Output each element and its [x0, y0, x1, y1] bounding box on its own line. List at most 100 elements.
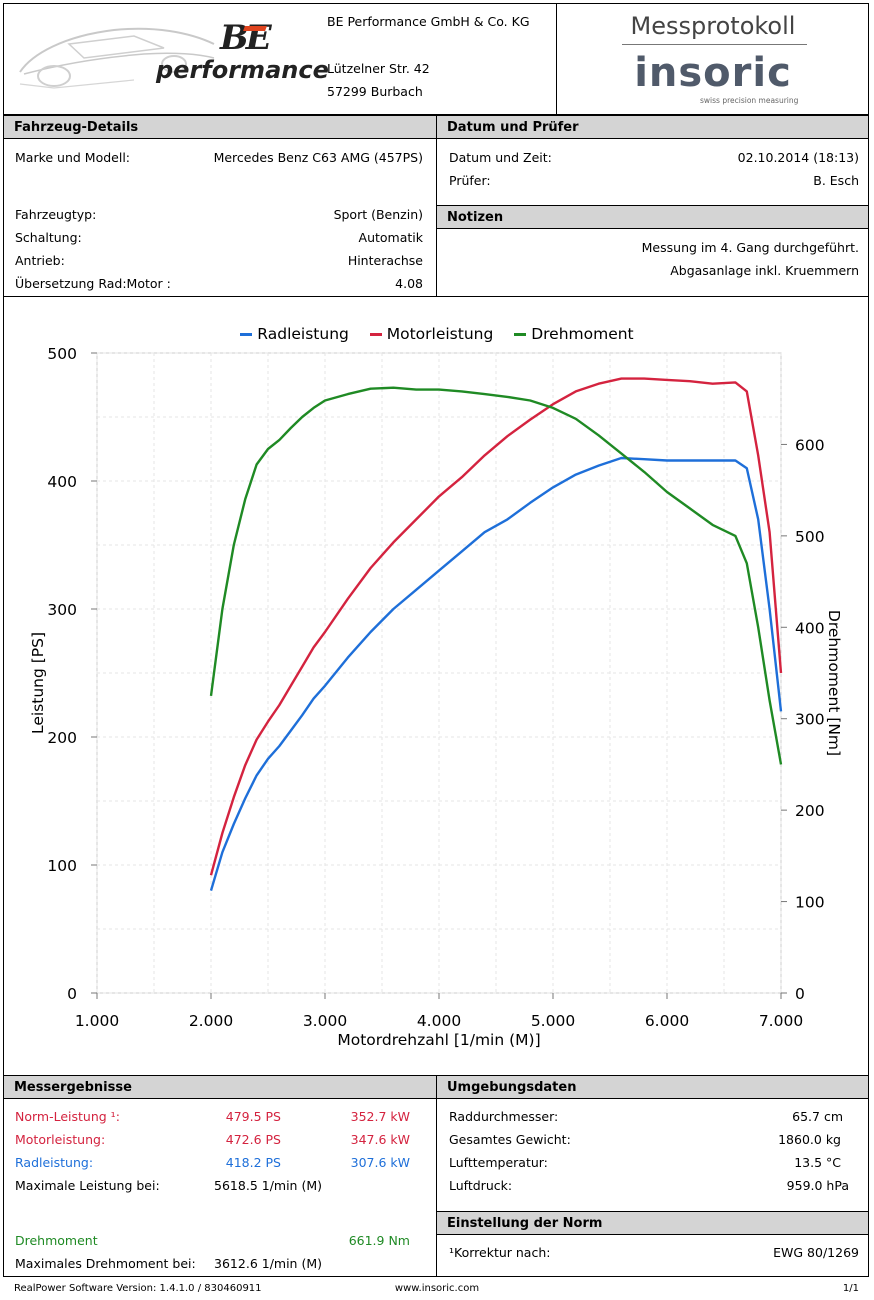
result-motor-ps: 472.6 PS: [225, 1132, 281, 1147]
y-tick-label: 400: [47, 473, 77, 491]
y2-tick-label: 300: [795, 711, 825, 729]
result-wheel-kw: 307.6 kW: [350, 1155, 410, 1170]
vehicle-gearbox-label: Schaltung:: [15, 230, 82, 245]
wheel-diameter-value: 65.7 cm: [792, 1109, 843, 1124]
series-line-engine-power: [209, 377, 783, 876]
vehicle-drive-value: Hinterachse: [347, 253, 423, 268]
date-row-examiner: Prüfer: B. Esch: [449, 172, 859, 190]
norm-value: EWG 80/1269: [773, 1245, 859, 1260]
car-logo-drawing: [14, 14, 224, 94]
legend-swatch-wheel: [240, 333, 253, 336]
vehicle-model-value: Mercedes Benz C63 AMG (457PS): [213, 150, 423, 165]
environment-heading: Umgebungsdaten: [437, 1075, 868, 1099]
info-bottom-line: [3, 296, 869, 297]
result-max-torque-label: Maximales Drehmoment bei:: [15, 1256, 196, 1271]
y2-tick-label: 100: [795, 894, 825, 912]
datetime-label: Datum und Zeit:: [449, 150, 552, 165]
x-tick-label: 1.000: [75, 1012, 119, 1030]
insoric-tagline: swiss precision measuring: [700, 96, 799, 105]
vehicle-gearbox-value: Automatik: [358, 230, 423, 245]
y2-tick-label: 200: [795, 802, 825, 820]
footer-software: RealPower Software Version: 1.4.1.0 / 83…: [14, 1283, 262, 1294]
header-bottom-line: [3, 114, 869, 115]
x-tick-label: 7.000: [759, 1012, 803, 1030]
y-tick-label: 200: [47, 729, 77, 747]
y-tick-label: 300: [47, 601, 77, 619]
examiner-label: Prüfer:: [449, 173, 491, 188]
results-heading: Messergebnisse: [4, 1075, 436, 1099]
legend-label-wheel: Radleistung: [257, 325, 349, 343]
header-divider: [556, 3, 557, 114]
x-tick-label: 3.000: [303, 1012, 347, 1030]
vehicle-type-value: Sport (Benzin): [333, 207, 423, 222]
company-city: 57299 Burbach: [327, 84, 423, 99]
wheel-diameter-label: Raddurchmesser:: [449, 1109, 559, 1124]
result-torque-label: Drehmoment: [15, 1233, 98, 1248]
y-tick-label: 100: [47, 857, 77, 875]
y2-tick-label: 0: [795, 985, 805, 1003]
vehicle-drive-label: Antrieb:: [15, 253, 65, 268]
results-divider: [436, 1075, 437, 1277]
vehicle-ratio-label: Übersetzung Rad:Motor :: [15, 276, 171, 291]
vehicle-type-label: Fahrzeugtyp:: [15, 207, 97, 222]
y2-axis-title: Drehmoment [Nm]: [825, 610, 843, 756]
y-tick-label: 500: [47, 345, 77, 363]
norm-label: ¹Korrektur nach:: [449, 1245, 551, 1260]
vehicle-row-drive: Antrieb: Hinterachse: [15, 252, 423, 270]
date-heading: Datum und Prüfer: [437, 115, 868, 139]
result-norm-kw: 352.7 kW: [350, 1109, 410, 1124]
x-tick-label: 2.000: [189, 1012, 233, 1030]
x-axis-title: Motordrehzahl [1/min (M)]: [337, 1031, 540, 1049]
series-line-wheel-power: [209, 456, 783, 891]
series-line-torque: [209, 386, 783, 765]
y2-tick-label: 400: [795, 619, 825, 637]
weight-value: 1860.0 kg: [778, 1132, 841, 1147]
legend-item-engine: Motorleistung: [369, 325, 494, 343]
legend-item-wheel: Radleistung: [240, 325, 349, 343]
company-street: Lützelner Str. 42: [327, 61, 430, 76]
datetime-value: 02.10.2014 (18:13): [737, 150, 859, 165]
x-tick-label: 5.000: [531, 1012, 575, 1030]
y-axis-title: Leistung [PS]: [29, 632, 47, 734]
result-wheel-ps: 418.2 PS: [225, 1155, 281, 1170]
notes-heading: Notizen: [437, 205, 868, 229]
vehicle-row-model: Marke und Modell: Mercedes Benz C63 AMG …: [15, 149, 423, 167]
env-row-air-pressure: Luftdruck: 959.0 hPa: [449, 1177, 849, 1195]
result-max-power-value: 5618.5 1/min (M): [214, 1178, 322, 1193]
weight-label: Gesamtes Gewicht:: [449, 1132, 571, 1147]
air-temp-label: Lufttemperatur:: [449, 1155, 548, 1170]
y2-tick-label: 500: [795, 528, 825, 546]
be-logo-text: performance: [156, 56, 329, 84]
vehicle-row-gearbox: Schaltung: Automatik: [15, 229, 423, 247]
result-norm-label: Norm-Leistung ¹:: [15, 1109, 120, 1124]
vehicle-heading: Fahrzeug-Details: [4, 115, 436, 139]
legend-swatch-torque: [514, 333, 527, 336]
footer-page: 1/1: [842, 1283, 859, 1294]
insoric-logo: insoric: [634, 50, 792, 96]
company-name: BE Performance GmbH & Co. KG: [327, 14, 530, 29]
env-row-weight: Gesamtes Gewicht: 1860.0 kg: [449, 1131, 841, 1149]
examiner-value: B. Esch: [813, 173, 859, 188]
result-motor-kw: 347.6 kW: [350, 1132, 410, 1147]
legend-label-torque: Drehmoment: [531, 325, 634, 343]
air-pressure-value: 959.0 hPa: [786, 1178, 849, 1193]
x-tick-label: 6.000: [645, 1012, 689, 1030]
power-chart: 1.000 2.000 3.000 4.000 5.000 6.000 7.000 0 100 2…: [29, 345, 843, 1049]
title-underline: [622, 44, 807, 45]
vehicle-row-type: Fahrzeugtyp: Sport (Benzin): [15, 206, 423, 224]
footer-website[interactable]: www.insoric.com: [394, 1283, 480, 1294]
air-temp-value: 13.5 °C: [794, 1155, 841, 1170]
notes-line-2: Abgasanlage inkl. Kruemmern: [670, 263, 859, 278]
env-row-air-temp: Lufttemperatur: 13.5 °C: [449, 1154, 841, 1172]
be-logo-mark: BE: [220, 18, 272, 58]
air-pressure-label: Luftdruck:: [449, 1178, 513, 1193]
norm-row: ¹Korrektur nach: EWG 80/1269: [449, 1244, 859, 1262]
legend-label-engine: Motorleistung: [386, 325, 494, 343]
legend-swatch-engine: [369, 333, 382, 336]
y-tick-label: 0: [67, 985, 77, 1003]
env-row-wheel-diameter: Raddurchmesser: 65.7 cm: [449, 1108, 843, 1126]
result-max-torque-value: 3612.6 1/min (M): [214, 1256, 322, 1271]
result-norm-ps: 479.5 PS: [225, 1109, 281, 1124]
vehicle-model-label: Marke und Modell:: [15, 150, 131, 165]
notes-line-1: Messung im 4. Gang durchgeführt.: [641, 240, 859, 255]
